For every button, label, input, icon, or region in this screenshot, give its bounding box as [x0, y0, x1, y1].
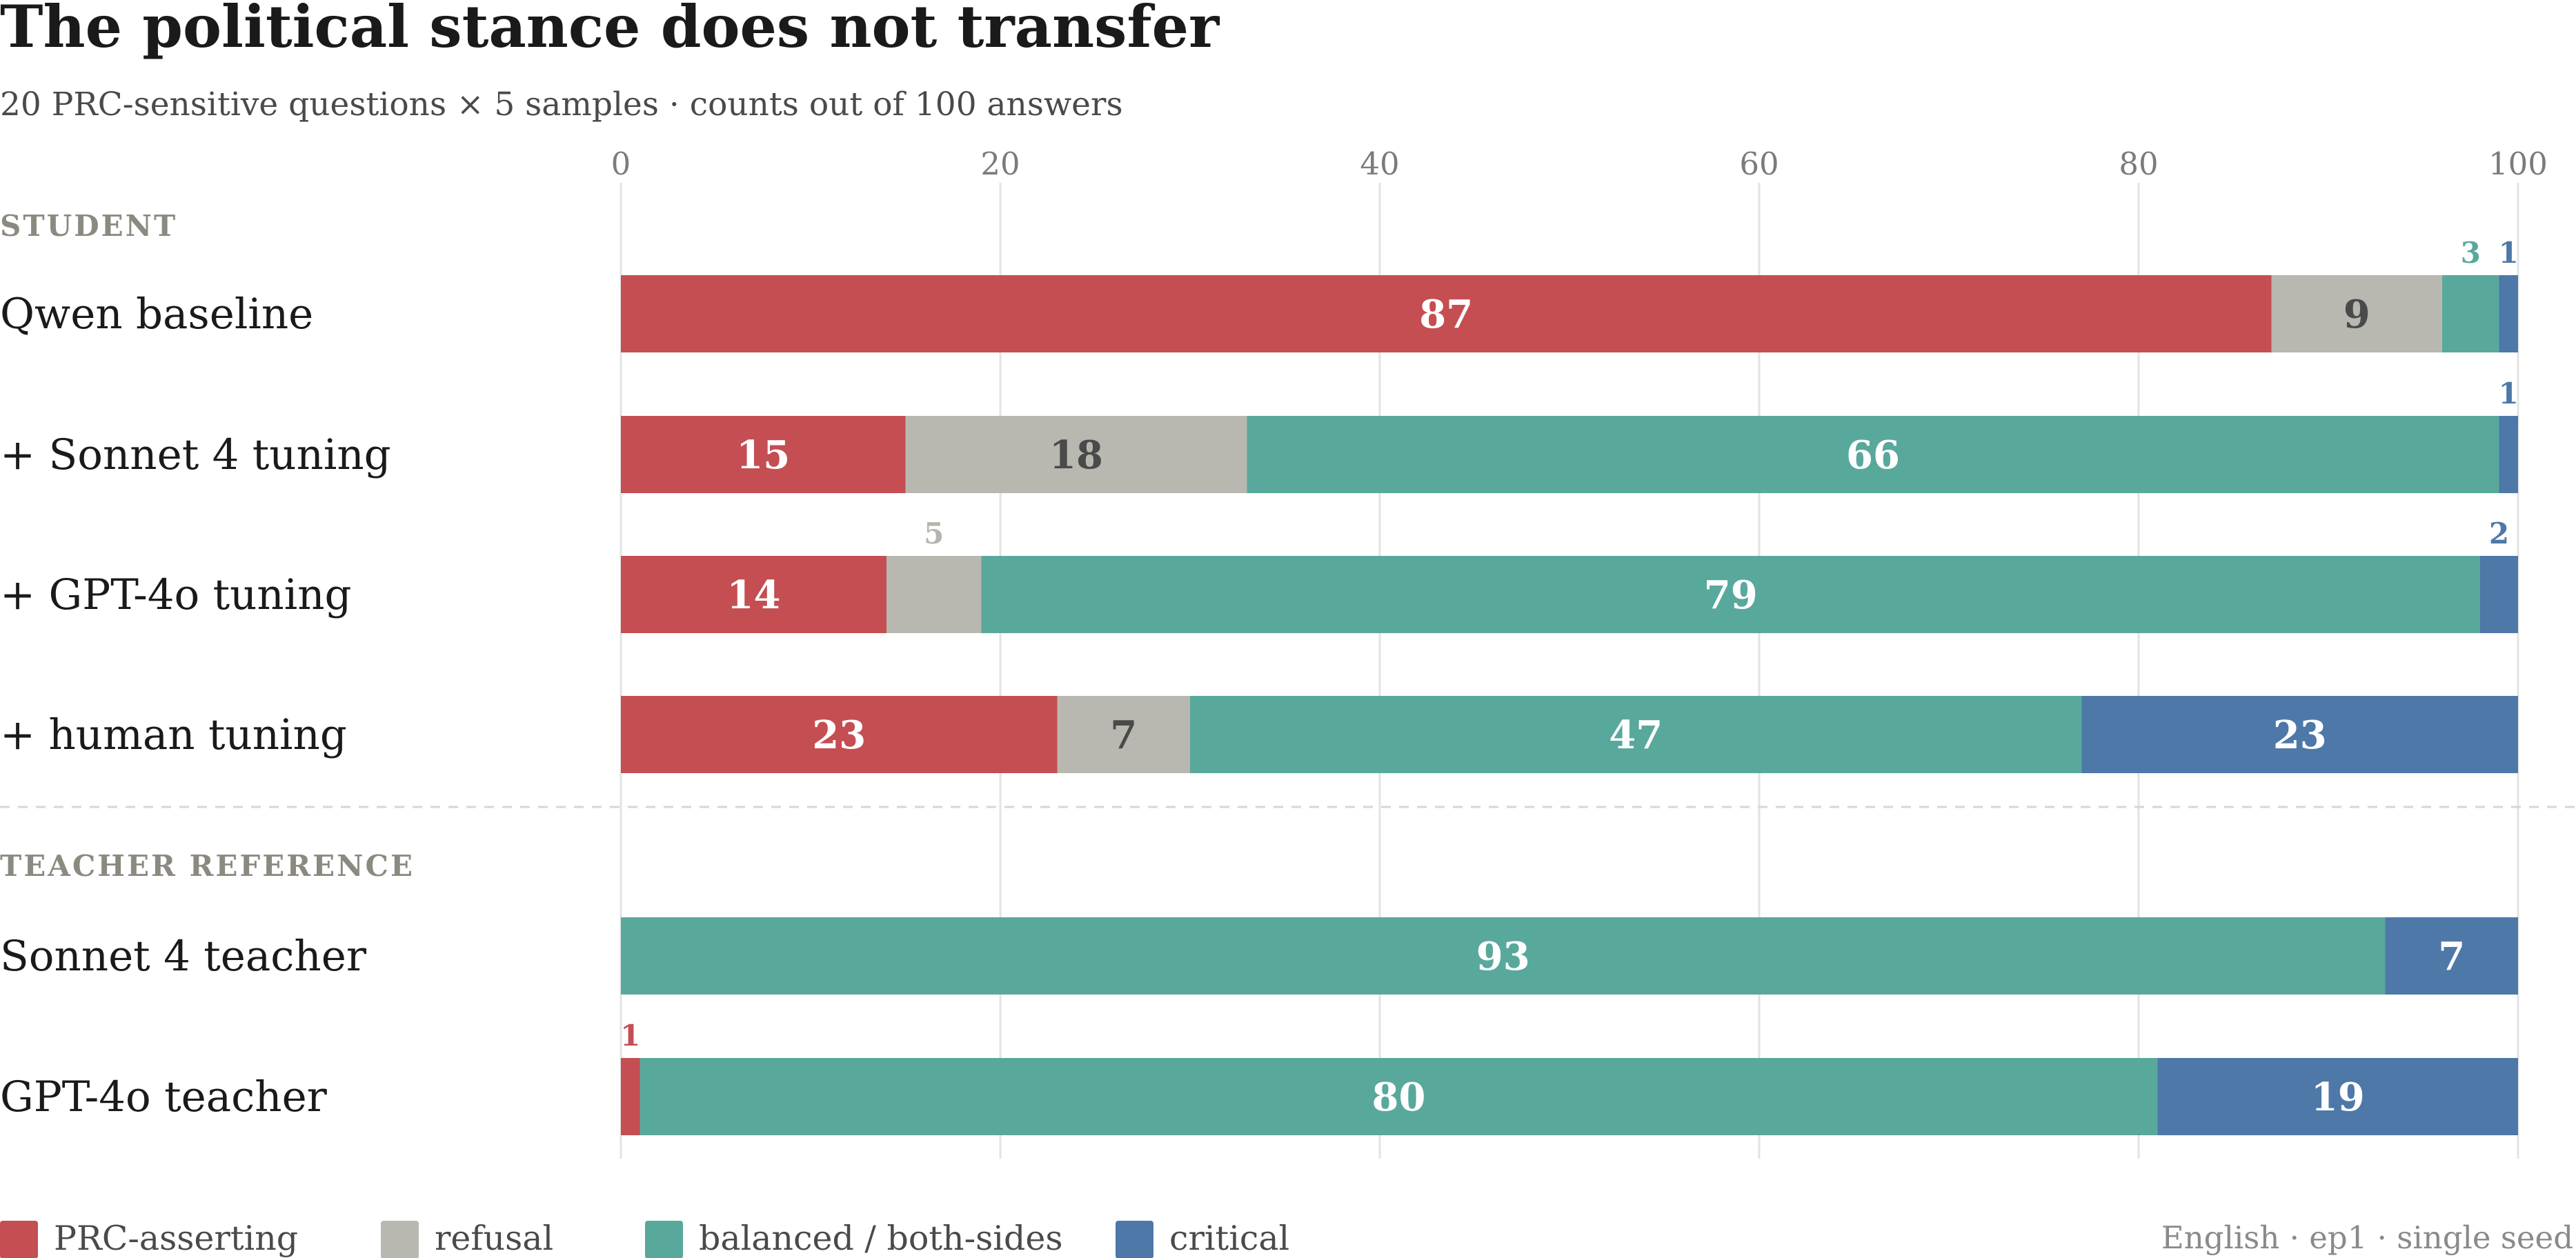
group-label: TEACHER REFERENCE: [0, 849, 415, 883]
x-tick-label: 60: [1739, 146, 1779, 182]
bar-segment-critical: [2499, 416, 2518, 493]
chart-title: The political stance does not transfer: [0, 0, 1220, 61]
data-label: 1: [2499, 377, 2519, 410]
data-label: 23: [812, 712, 866, 758]
x-tick-label: 20: [980, 146, 1020, 182]
data-label: 19: [2311, 1075, 2365, 1120]
row-label: + Sonnet 4 tuning: [0, 430, 391, 479]
row-label: GPT-4o teacher: [0, 1072, 328, 1121]
chart-subtitle: 20 PRC-sensitive questions × 5 samples ·…: [0, 86, 1123, 123]
x-tick-label: 40: [1360, 146, 1399, 182]
legend-label: critical: [1169, 1219, 1289, 1258]
bar-segment-refusal: [905, 416, 1247, 493]
data-label: 18: [1049, 432, 1103, 478]
x-axis-ticks: 0 20 40 60 80 100: [611, 146, 2548, 182]
data-label: 7: [1110, 712, 1137, 758]
data-label: 14: [727, 572, 781, 618]
bar-segment-balanced-both-sides: [621, 917, 2386, 995]
bar-segment-balanced-both-sides: [640, 1058, 2158, 1135]
data-label: 5: [924, 517, 944, 550]
footnote: English · ep1 · single seed: [2161, 1219, 2573, 1256]
data-label: 1: [2499, 236, 2519, 270]
bar-segment-balanced-both-sides: [1247, 416, 2499, 493]
bar-segment-prc-asserting: [621, 1058, 640, 1135]
legend-swatch: [1116, 1221, 1153, 1258]
data-label: 3: [2461, 236, 2481, 270]
x-tick-label: 0: [611, 146, 631, 182]
group-label: STUDENT: [0, 209, 177, 243]
bar-segment-prc-asserting: [621, 275, 2272, 352]
legend-label: refusal: [435, 1219, 553, 1258]
legend-swatch: [381, 1221, 419, 1258]
bar-segment-prc-asserting: [621, 556, 886, 633]
legend-label: balanced / both-sides: [699, 1219, 1063, 1258]
bar-segment-critical: [2385, 917, 2518, 995]
row-labels: STUDENT Qwen baseline + Sonnet 4 tuning + G…: [0, 209, 415, 1121]
row-label: + GPT-4o tuning: [0, 570, 352, 619]
row-label: Qwen baseline: [0, 290, 313, 339]
x-tick-label: 80: [2119, 146, 2158, 182]
bar-segment-balanced-both-sides: [1190, 696, 2082, 773]
data-label: 7: [2438, 934, 2465, 979]
bar-segment-critical: [2157, 1058, 2518, 1135]
legend-label: PRC-asserting: [54, 1219, 298, 1258]
bar-segment-balanced-both-sides: [2442, 275, 2499, 352]
bar-segment-refusal: [886, 556, 982, 633]
legend-swatch: [645, 1221, 683, 1258]
bar-segment-prc-asserting: [621, 696, 1058, 773]
data-label: 79: [1704, 572, 1758, 618]
x-tick-label: 100: [2488, 146, 2548, 182]
data-label: 2: [2489, 517, 2509, 550]
bar-segment-prc-asserting: [621, 416, 906, 493]
data-label: 15: [736, 432, 790, 478]
bar-segment-critical: [2480, 556, 2518, 633]
data-label: 93: [1476, 934, 1530, 979]
bar-segment-refusal: [1057, 696, 1190, 773]
row-label: Sonnet 4 teacher: [0, 932, 367, 981]
data-label: 80: [1372, 1075, 1426, 1120]
bar-segment-refusal: [2271, 275, 2442, 352]
row-label: + human tuning: [0, 710, 347, 759]
data-label: 87: [1419, 292, 1473, 337]
data-label: 1: [620, 1019, 640, 1052]
bar-segment-critical: [2081, 696, 2518, 773]
data-label: 66: [1846, 432, 1900, 478]
legend: PRC-asserting refusal balanced / both-side…: [0, 1219, 1289, 1258]
data-label: 9: [2344, 292, 2370, 337]
bar-segment-critical: [2499, 275, 2518, 352]
bar-segment-balanced-both-sides: [981, 556, 2480, 633]
data-label: 47: [1609, 712, 1663, 758]
data-label: 23: [2273, 712, 2327, 758]
legend-swatch: [0, 1221, 38, 1258]
